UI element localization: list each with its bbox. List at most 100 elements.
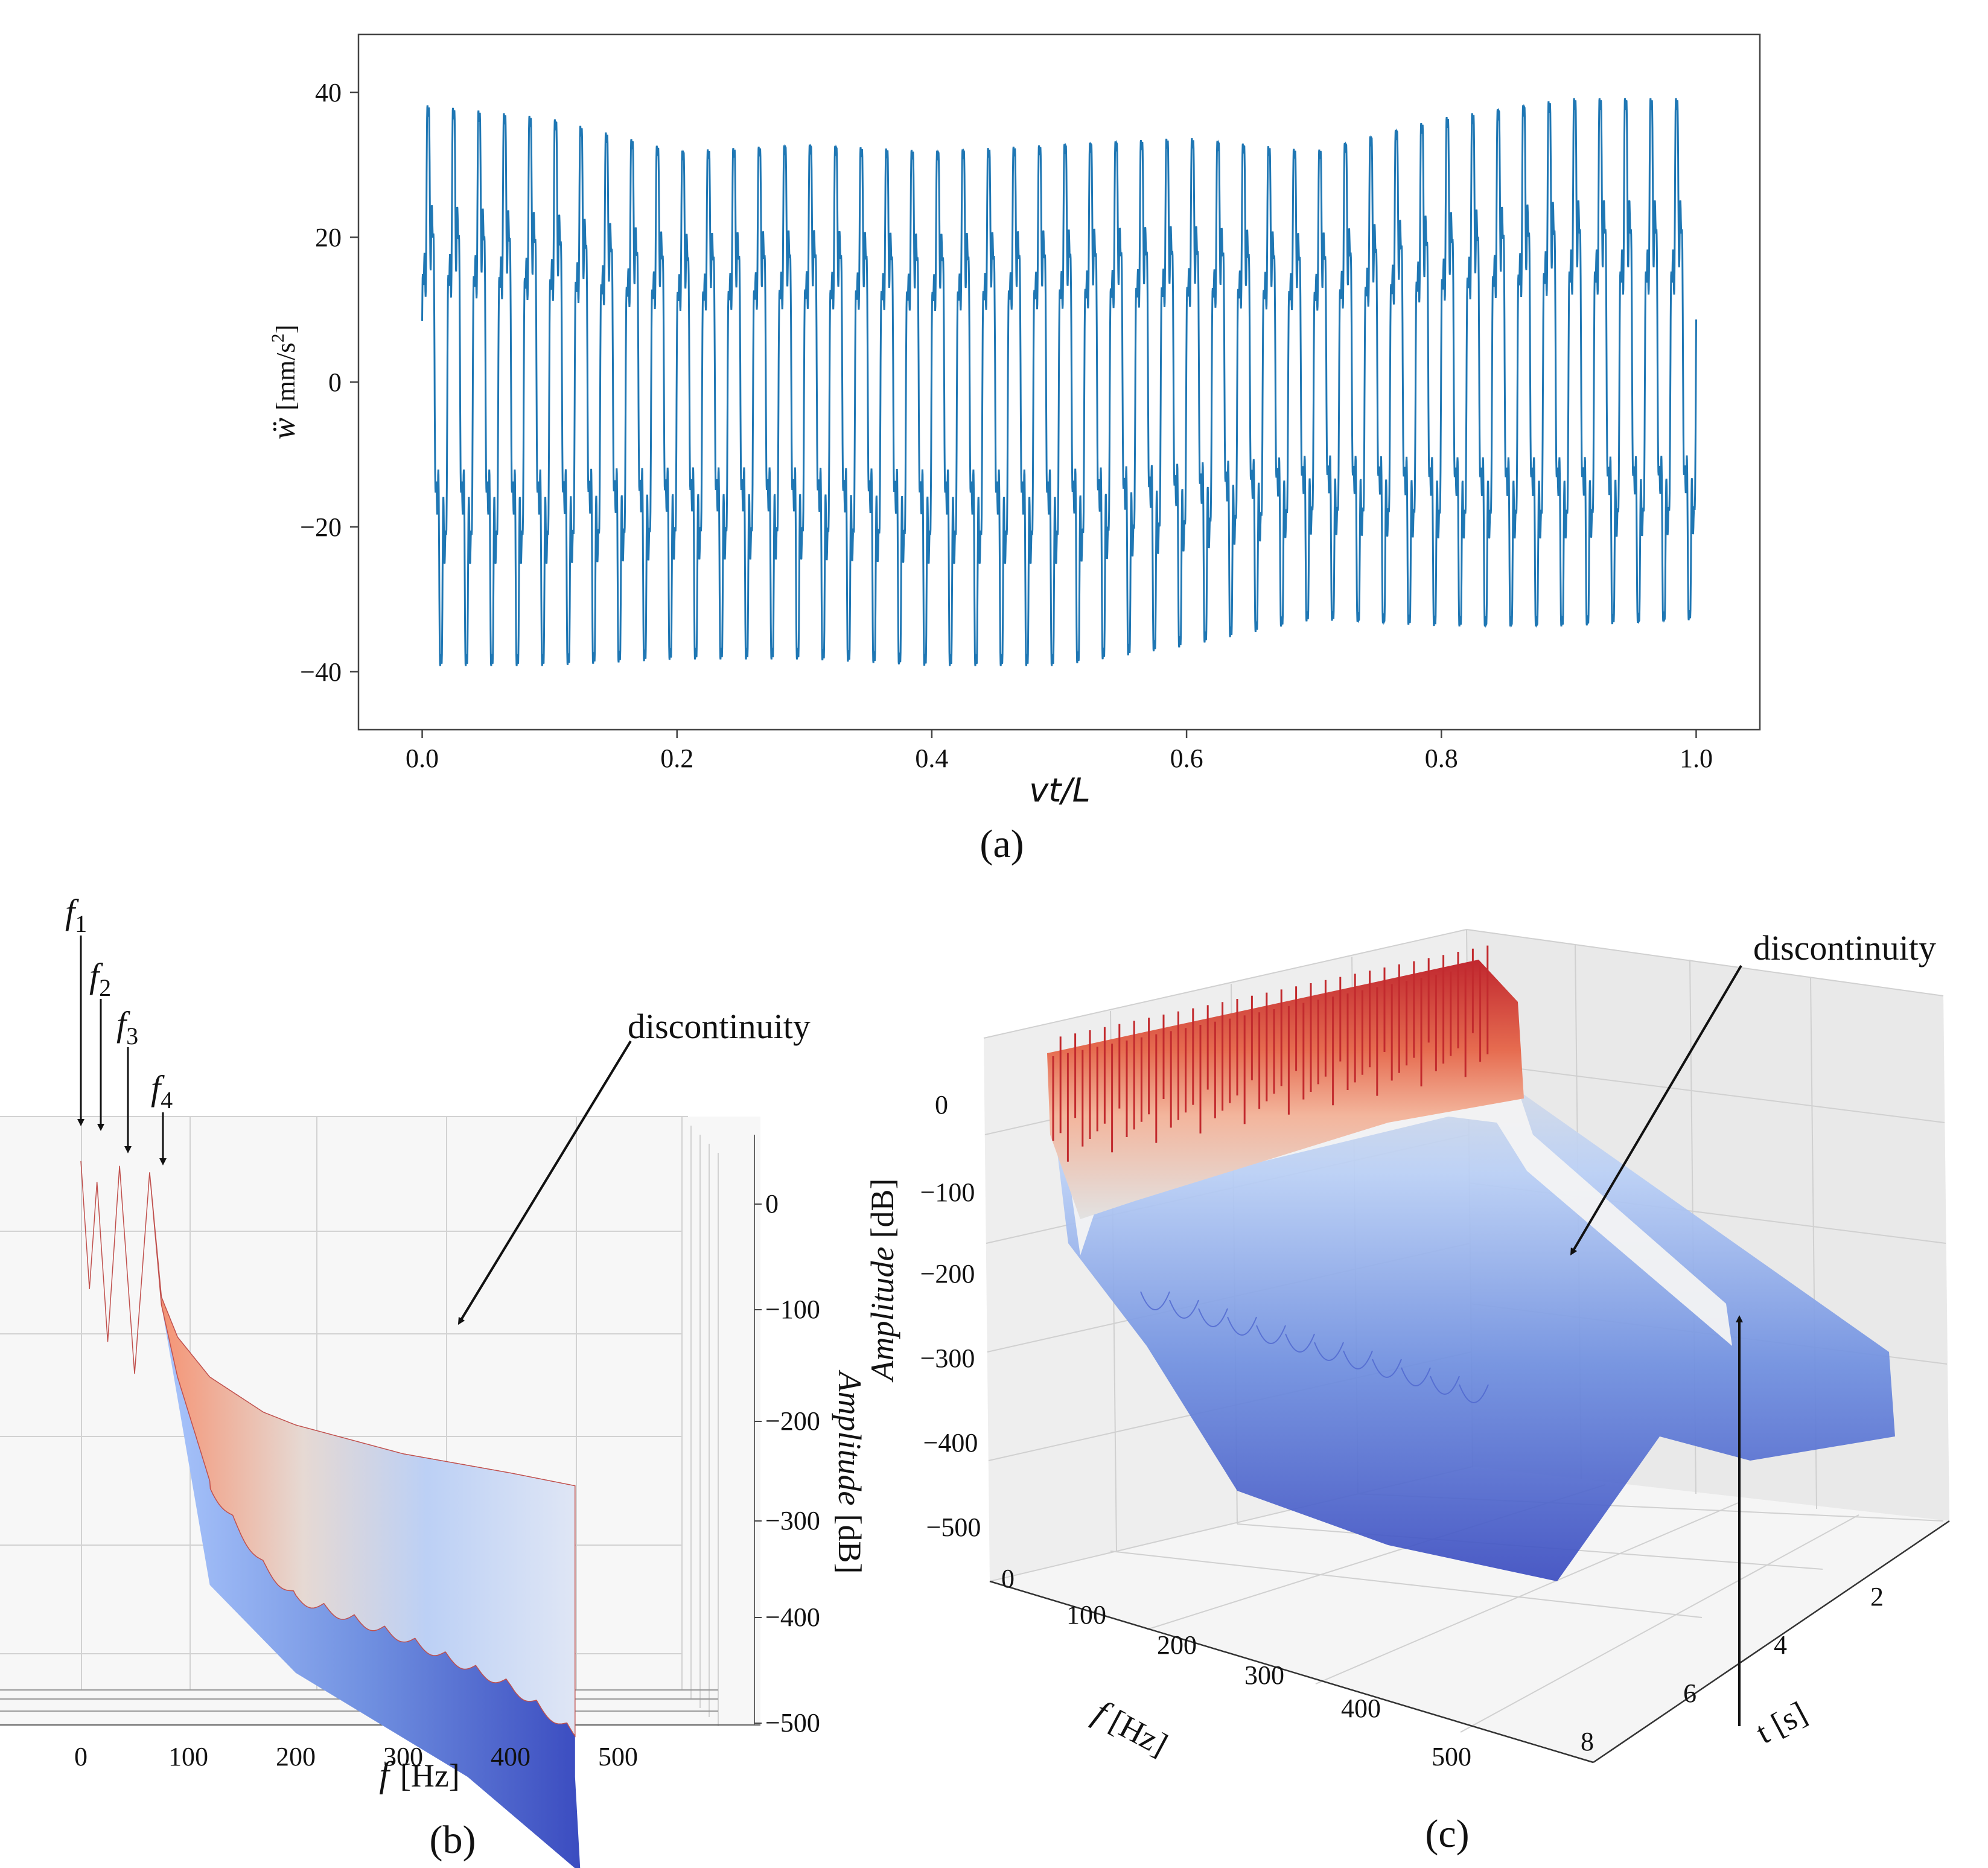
panel-c-t-axis-label: t [s] [1750, 1695, 1813, 1751]
panel-c-z-tick-label: −500 [926, 1513, 981, 1542]
panel-b-x-axis-label: f [Hz] [379, 1755, 460, 1794]
annotation-f4-sub: 4 [161, 1086, 173, 1114]
panel-b-z-tick-label: −100 [765, 1295, 820, 1324]
panel-c-x-axis-label: f[Hz] [1088, 1692, 1174, 1764]
panel-a-acceleration-series [421, 98, 1697, 666]
panel-c-z-ticks: 0 −100 −200 −300 −400 −500 [920, 1090, 981, 1542]
panel-c-x-tick-label: 200 [1157, 1630, 1197, 1660]
panel-a-y-axis-symbol: ẅ [266, 418, 302, 439]
panel-c-z-axis-unit: [dB] [864, 1179, 900, 1238]
panel-a-x-ticks: 0.0 0.2 0.4 0.6 0.8 1.0 [406, 730, 1713, 773]
panel-c-t-tick-label: 4 [1774, 1630, 1787, 1660]
ripple-mark [1285, 1333, 1315, 1353]
panel-c-x-axis-unit: [Hz] [1104, 1703, 1174, 1762]
annotation-f1: f1 [65, 892, 87, 1126]
panel-c-surface-spikes [1052, 945, 1489, 1162]
panel-c-z-tick-label: −100 [920, 1178, 975, 1207]
panel-c-surface-ripples [1140, 1291, 1489, 1403]
panel-b-z-axis-unit: [dB] [832, 1514, 868, 1573]
annotation-f2-sub: 2 [99, 974, 111, 1001]
panel-a-y-axis-sup: 2 [268, 334, 288, 343]
panel-b-z-ticks: 0 −100 −200 −300 −400 −500 [754, 1189, 820, 1738]
panel-b-x-axis-unit: [Hz] [400, 1758, 460, 1794]
panel-c-t-tick-label: 8 [1581, 1727, 1594, 1756]
panel-a-x-tick-label: 1.0 [1680, 744, 1713, 773]
panel-b-z-tick-label: 0 [765, 1189, 779, 1219]
panel-a-y-axis-unit: [mm/s [271, 343, 301, 410]
ripple-mark [1198, 1308, 1228, 1327]
panel-c-z-tick-label: 0 [935, 1090, 948, 1120]
panel-b-x-tick-label: 400 [491, 1742, 530, 1771]
annotation-f2: f2 [89, 956, 111, 1131]
ripple-mark [1140, 1291, 1170, 1310]
ripple-mark [1227, 1316, 1257, 1336]
panel-b-caption: (b) [430, 1818, 476, 1862]
panel-c-t-tick-label: 2 [1870, 1582, 1884, 1611]
panel-c-x-tick-label: 500 [1432, 1742, 1471, 1771]
panel-b-surface-upper [80, 1161, 576, 1738]
annotation-f4: f4 [151, 1068, 173, 1165]
panel-b-z-tick-label: −300 [765, 1506, 820, 1535]
panel-b-surface-lower [161, 1305, 581, 1868]
svg-text:f2: f2 [89, 956, 111, 1001]
panel-c-x-tick-label: 0 [1001, 1564, 1015, 1593]
panel-c-spectrogram: 0 −100 −200 −300 −400 −500 0 100 200 300… [864, 928, 1950, 1856]
panel-b-z-tick-label: −400 [765, 1602, 820, 1632]
panel-c-surface-top [1047, 960, 1524, 1219]
ripple-mark [1169, 1299, 1199, 1319]
panel-b-x-ticks: 0 100 200 300 400 500 [74, 1742, 638, 1771]
panel-b-peak-annotations: f1 f2 f3 f4 discontinuity [65, 892, 811, 1325]
panel-a-x-tick-label: 0.4 [915, 744, 948, 773]
panel-a-y-tick-label: −40 [300, 657, 342, 687]
panel-c-surface-wall [1050, 1038, 1895, 1581]
ripple-mark [1314, 1342, 1344, 1361]
annotation-discontinuity-b: discontinuity [457, 1007, 811, 1325]
panel-a-y-axis-close: ] [271, 325, 301, 334]
discontinuity-label-b: discontinuity [628, 1007, 811, 1046]
ripple-mark [1372, 1359, 1402, 1378]
ripple-mark [1430, 1375, 1460, 1395]
panel-b-z-axis-symbol: Amplitude [832, 1370, 868, 1506]
panel-c-z-tick-label: −400 [923, 1428, 978, 1458]
panel-b-x-tick-label: 300 [383, 1742, 423, 1771]
svg-text:f1: f1 [65, 892, 87, 937]
panel-a-x-axis-label: vt/L [1029, 771, 1090, 809]
panel-b-x-tick-label: 0 [74, 1742, 88, 1771]
panel-c-x-ticks: 0 100 200 300 400 500 [1001, 1564, 1471, 1771]
panel-a-y-tick-label: 20 [315, 223, 342, 252]
panel-c-t-tick-label: 6 [1683, 1678, 1696, 1708]
panel-c-z-axis-symbol: Amplitude [864, 1247, 900, 1383]
panel-c-caption: (c) [1425, 1812, 1469, 1856]
panel-b-x-tick-label: 500 [598, 1742, 638, 1771]
annotation-f3-sub: 3 [126, 1022, 138, 1050]
svg-text:f4: f4 [151, 1068, 173, 1114]
ripple-mark [1459, 1384, 1489, 1403]
panel-a-line-chart: −40 −20 0 20 40 0.0 0.2 0.4 0.6 0.8 1.0 vt/L ẅ [mm… [266, 33, 1761, 866]
annotation-f1-sub: 1 [75, 910, 87, 937]
panel-b-x-tick-label: 200 [276, 1742, 316, 1771]
annotation-discontinuity-c: discontinuity [1570, 928, 1936, 1726]
panel-a-y-axis-label: ẅ [mm/s2] [266, 325, 302, 439]
panel-b-x-tick-label: 100 [168, 1742, 208, 1771]
ripple-mark [1343, 1350, 1373, 1369]
panel-a-caption: (a) [980, 822, 1024, 866]
panel-a-x-tick-label: 0.0 [406, 744, 439, 773]
discontinuity-label-c: discontinuity [1753, 928, 1936, 967]
panel-b-z-tick-label: −200 [765, 1406, 820, 1436]
ripple-mark [1401, 1367, 1431, 1386]
panel-b-z-axis-label: Amplitude [dB] [832, 1370, 868, 1574]
panel-b-z-tick-label: −500 [765, 1708, 820, 1738]
panel-c-x-tick-label: 300 [1244, 1660, 1284, 1690]
panel-a-x-tick-label: 0.6 [1170, 744, 1203, 773]
panel-a-y-tick-label: 0 [328, 368, 342, 397]
panel-c-z-axis-label: Amplitude [dB] [864, 1179, 900, 1383]
panel-c-z-tick-label: −300 [920, 1344, 975, 1373]
panel-a-y-tick-label: −20 [300, 512, 342, 542]
panel-c-x-tick-label: 400 [1341, 1694, 1381, 1723]
panel-c-x-tick-label: 100 [1066, 1600, 1106, 1630]
panel-a-y-ticks: −40 −20 0 20 40 [300, 78, 358, 687]
panel-a-x-tick-label: 0.8 [1425, 744, 1458, 773]
ripple-mark [1256, 1325, 1286, 1344]
svg-text:f3: f3 [116, 1004, 138, 1050]
panel-c-t-ticks: 2 4 6 8 [1581, 1582, 1884, 1756]
